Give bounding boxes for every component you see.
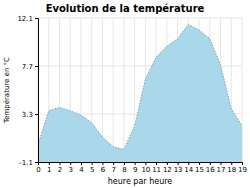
x-axis-title: heure par heure	[108, 177, 173, 186]
x-axis-tick-mark	[70, 162, 71, 165]
x-axis-tick-mark	[102, 162, 103, 165]
x-axis-tick-label: 5	[90, 166, 94, 174]
x-axis-tick-mark	[59, 162, 60, 165]
x-axis-tick-label: 1	[47, 166, 51, 174]
x-axis-tick-mark	[135, 162, 136, 165]
x-axis-tick-mark	[231, 162, 232, 165]
x-axis-tick: 7	[111, 162, 115, 174]
grid	[38, 18, 242, 162]
y-axis-tick-label: 7.7	[22, 63, 33, 71]
x-axis-tick-mark	[113, 162, 114, 165]
x-axis-tick-label: 0	[36, 166, 40, 174]
x-axis-tick: 19	[238, 162, 247, 174]
title: Evolution de la température	[46, 3, 205, 14]
y-axis: -1.1 3.3 7.7 12.1	[17, 15, 38, 167]
x-axis-tick: 10	[141, 162, 150, 174]
x-axis-tick-label: 17	[217, 166, 226, 174]
x-axis-tick: 6	[101, 162, 106, 174]
y-axis-tick-label: 12.1	[17, 15, 33, 23]
x-axis-tick: 0	[36, 162, 40, 174]
x-axis-tick-mark	[167, 162, 168, 165]
x-axis-tick: 15	[195, 162, 204, 174]
x-axis-tick-label: 2	[58, 166, 62, 174]
area	[38, 25, 242, 162]
y-axis-tick: 12.1	[17, 15, 38, 23]
x-axis-tick: 3	[68, 162, 72, 174]
y-axis-tick-label: 3.3	[22, 111, 33, 119]
x-axis-tick: 9	[133, 162, 137, 174]
grid-line-x	[123, 18, 124, 162]
x-axis-tick: 5	[90, 162, 94, 174]
x-axis-tick-mark	[188, 162, 189, 165]
x-axis-tick-label: 11	[152, 166, 161, 174]
x-axis-tick-label: 15	[195, 166, 204, 174]
x-axis-tick-mark	[145, 162, 146, 165]
x-axis-tick-mark	[178, 162, 179, 165]
grid-line-x	[113, 18, 114, 162]
y-axis-tick-label: -1.1	[19, 159, 33, 167]
x-axis-tick-label: 8	[122, 166, 126, 174]
x-axis-tick: 12	[163, 162, 172, 174]
x-axis-tick: 17	[217, 162, 226, 174]
y-axis-line	[35, 19, 39, 163]
x-axis-line	[39, 163, 243, 166]
x-axis-tick-label: 18	[227, 166, 236, 174]
x-axis-tick-label: 7	[111, 166, 115, 174]
x-axis-tick-label: 12	[163, 166, 172, 174]
y-axis-tick-mark	[35, 114, 38, 115]
chart: 012345678910111213141516171819-1.13.37.7…	[0, 0, 250, 188]
x-axis-tick-mark	[199, 162, 200, 165]
series	[38, 25, 242, 162]
x-axis-tick-mark	[156, 162, 157, 165]
x-axis-tick: 16	[206, 162, 215, 174]
x-axis-tick: 18	[227, 162, 236, 174]
x-axis: 012345678910111213141516171819	[36, 162, 247, 174]
x-axis-tick-label: 9	[133, 166, 137, 174]
x-axis-tick-label: 14	[184, 166, 193, 174]
x-axis-tick: 14	[184, 162, 193, 174]
x-axis-tick-mark	[92, 162, 93, 165]
x-axis-tick-mark	[242, 162, 243, 165]
y-axis-tick-mark	[35, 66, 38, 67]
plot-area: 012345678910111213141516171819-1.13.37.7…	[17, 15, 247, 174]
x-axis-tick: 1	[47, 162, 51, 174]
x-axis-tick-label: 10	[141, 166, 150, 174]
y-axis-tick: 3.3	[22, 111, 38, 119]
x-axis-tick-mark	[124, 162, 125, 165]
x-axis-tick: 8	[122, 162, 126, 174]
y-axis-title: Température en °C	[3, 57, 11, 124]
grid-line-y	[38, 18, 242, 19]
x-axis-tick-label: 16	[206, 166, 215, 174]
y-axis-tick-mark	[35, 162, 38, 163]
x-axis-tick-label: 6	[101, 166, 106, 174]
y-axis-tick: -1.1	[19, 159, 38, 167]
x-axis-tick: 2	[58, 162, 62, 174]
y-axis-tick: 7.7	[22, 63, 38, 71]
x-axis-tick-label: 19	[238, 166, 247, 174]
x-axis-tick-mark	[81, 162, 82, 165]
x-axis-tick: 13	[174, 162, 183, 174]
x-axis-tick-mark	[210, 162, 211, 165]
line	[38, 25, 242, 150]
x-axis-tick-label: 4	[79, 166, 84, 174]
x-axis-tick-label: 13	[174, 166, 183, 174]
x-axis-tick-mark	[221, 162, 222, 165]
x-axis-tick-label: 3	[68, 166, 72, 174]
x-axis-tick: 4	[79, 162, 84, 174]
x-axis-tick-mark	[49, 162, 50, 165]
y-axis-tick-mark	[35, 18, 38, 19]
x-axis-tick: 11	[152, 162, 161, 174]
